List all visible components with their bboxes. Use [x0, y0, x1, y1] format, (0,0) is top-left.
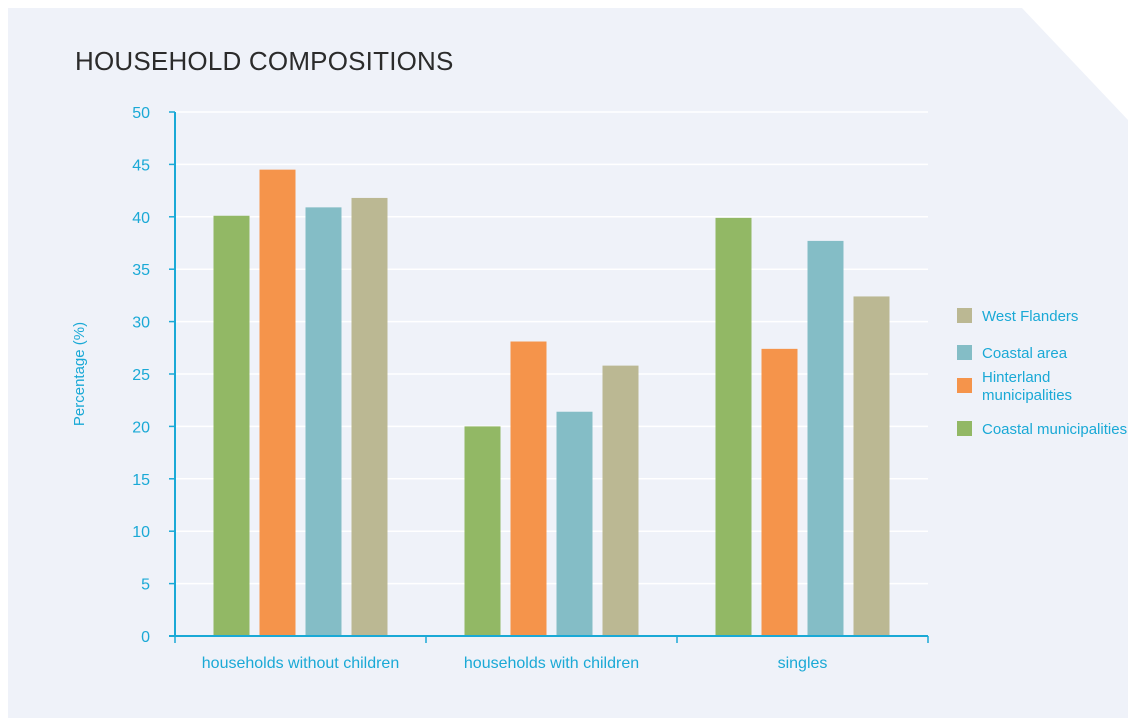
y-axis-label: Percentage (%) [71, 322, 88, 426]
y-tick-label: 15 [132, 472, 150, 489]
bar [464, 426, 501, 636]
y-tick-label: 25 [132, 367, 150, 384]
y-tick-label: 50 [132, 105, 150, 122]
y-tick-label: 20 [132, 419, 150, 436]
bar [305, 207, 342, 637]
legend-label: Coastal municipalities [982, 421, 1127, 438]
legend-swatch [957, 345, 972, 360]
legend-label: West Flanders [982, 308, 1078, 325]
legend-swatch [957, 421, 972, 436]
y-tick-label: 10 [132, 524, 150, 541]
x-tick-label: singles [778, 655, 828, 672]
y-tick-label: 5 [141, 577, 150, 594]
bar [259, 169, 296, 636]
legend-label: Hinterland [982, 369, 1050, 386]
bar [853, 296, 890, 636]
bar [351, 197, 388, 636]
bar [602, 365, 639, 636]
legend-swatch [957, 378, 972, 393]
chart-title: HOUSEHOLD COMPOSITIONS [75, 46, 454, 76]
y-tick-label: 40 [132, 210, 150, 227]
bar [213, 215, 250, 636]
legend-label: municipalities [982, 387, 1072, 404]
bar [510, 341, 547, 636]
legend-label: Coastal area [982, 345, 1068, 362]
y-tick-label: 0 [141, 629, 150, 646]
legend-swatch [957, 308, 972, 323]
y-tick-label: 35 [132, 262, 150, 279]
x-tick-label: households with children [464, 655, 639, 672]
bar [807, 240, 844, 637]
x-tick-label: households without children [202, 655, 399, 672]
y-tick-label: 30 [132, 315, 150, 332]
y-tick-label: 45 [132, 157, 150, 174]
bar [556, 411, 593, 636]
bar [761, 348, 798, 636]
bar [715, 217, 752, 636]
